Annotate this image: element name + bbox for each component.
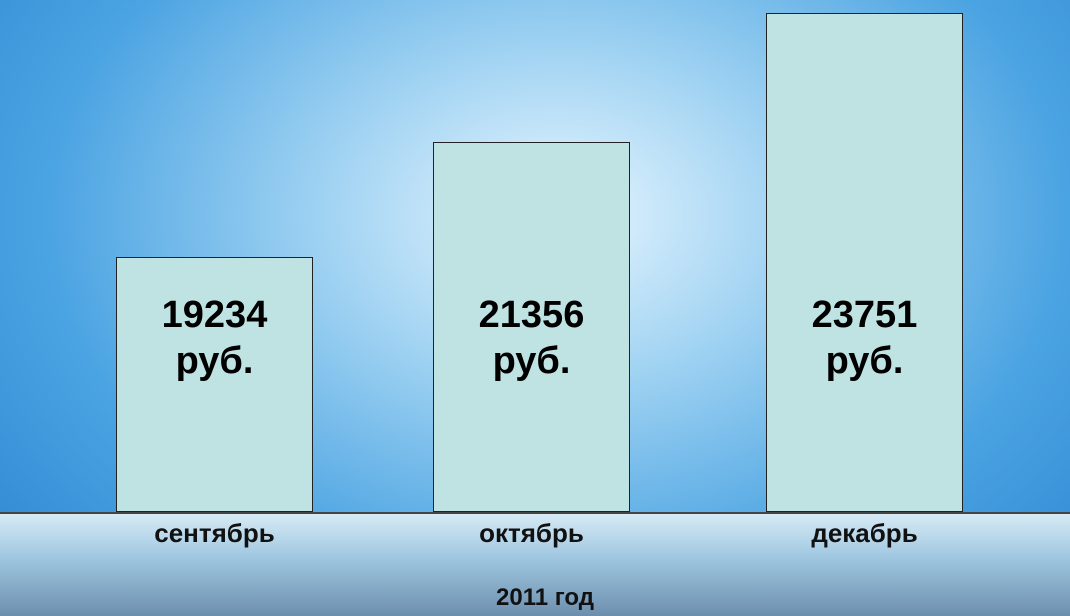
value-label: 23751 руб. xyxy=(780,292,950,384)
x-axis-title: 2011 год xyxy=(445,584,645,612)
value-label: 21356 руб. xyxy=(447,292,617,384)
x-tick-label: октябрь xyxy=(422,518,642,549)
x-tick-label: декабрь xyxy=(755,518,975,549)
value-label: 19234 руб. xyxy=(130,292,300,384)
x-axis-line xyxy=(0,512,1070,514)
x-tick-label: сентябрь xyxy=(105,518,325,549)
bar xyxy=(766,13,963,512)
chart: 2011 год 19234 руб. сентябрь 21356 руб. окт… xyxy=(0,0,1070,616)
